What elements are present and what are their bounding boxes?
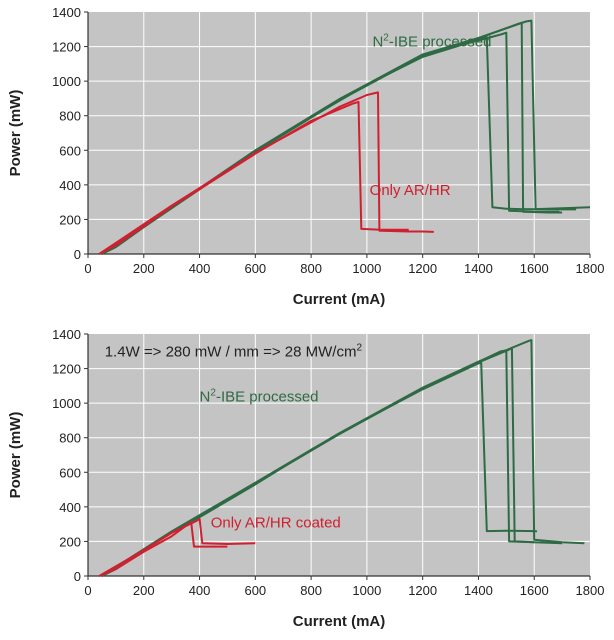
x-tick-label: 200 bbox=[133, 583, 155, 598]
y-tick-label: 1200 bbox=[52, 362, 81, 377]
series-line-green bbox=[101, 346, 535, 577]
y-axis-title: Power (mW) bbox=[7, 90, 24, 177]
y-tick-label: 0 bbox=[74, 247, 81, 262]
x-tick-label: 1600 bbox=[520, 583, 549, 598]
x-axis-title: Current (mA) bbox=[293, 291, 386, 308]
annotation: N2-IBE processed bbox=[372, 33, 491, 51]
y-axis-title: Power (mW) bbox=[7, 412, 24, 499]
y-tick-label: 400 bbox=[59, 500, 81, 515]
x-tick-label: 1200 bbox=[408, 261, 437, 276]
annotation: 1.4W => 280 mW / mm => 28 MW/cm2 bbox=[105, 342, 363, 360]
chart-1: 0 200 400 600 800 1000 1200 1400 1600 1800 0 200 400… bbox=[7, 5, 604, 308]
y-tick-label: 800 bbox=[59, 431, 81, 446]
x-axis-title: Current (mA) bbox=[293, 613, 386, 630]
y-tick-label: 400 bbox=[59, 178, 81, 193]
x-tick-label: 0 bbox=[84, 583, 91, 598]
y-tick-label: 600 bbox=[59, 143, 81, 158]
x-tick-label: 1600 bbox=[520, 261, 549, 276]
x-tick-label: 1800 bbox=[576, 583, 605, 598]
y-tick-label: 1400 bbox=[52, 327, 81, 342]
annotation: Only AR/HR coated bbox=[211, 515, 341, 532]
y-tick-label: 600 bbox=[59, 465, 81, 480]
x-tick-label: 800 bbox=[300, 261, 322, 276]
x-tick-label: 1400 bbox=[464, 261, 493, 276]
x-tick-label: 600 bbox=[244, 583, 266, 598]
x-tick-label: 1000 bbox=[352, 261, 381, 276]
x-tick-label: 1800 bbox=[576, 261, 605, 276]
x-tick-label: 0 bbox=[84, 261, 91, 276]
annotation: Only AR/HR bbox=[370, 182, 451, 199]
plot-area bbox=[88, 12, 590, 254]
y-tick-label: 200 bbox=[59, 534, 81, 549]
x-tick-label: 600 bbox=[244, 261, 266, 276]
y-tick-label: 200 bbox=[59, 212, 81, 227]
annotation: N2-IBE processed bbox=[200, 387, 319, 405]
y-tick-label: 1200 bbox=[52, 40, 81, 55]
y-tick-label: 0 bbox=[74, 569, 81, 584]
y-tick-label: 1000 bbox=[52, 396, 81, 411]
y-tick-label: 1400 bbox=[52, 5, 81, 20]
x-tick-label: 800 bbox=[300, 583, 322, 598]
x-tick-label: 1000 bbox=[352, 583, 381, 598]
y-tick-label: 1000 bbox=[52, 74, 81, 89]
series-line-red bbox=[98, 518, 256, 577]
y-tick-label: 800 bbox=[59, 109, 81, 124]
x-tick-label: 400 bbox=[189, 583, 211, 598]
x-tick-label: 1400 bbox=[464, 583, 493, 598]
x-tick-label: 1200 bbox=[408, 583, 437, 598]
series-line-red bbox=[98, 91, 434, 255]
chart-2: 0 200 400 600 800 1000 1200 1400 1600 1800 0 200 400… bbox=[7, 327, 604, 630]
x-tick-label: 400 bbox=[189, 261, 211, 276]
x-tick-label: 200 bbox=[133, 261, 155, 276]
